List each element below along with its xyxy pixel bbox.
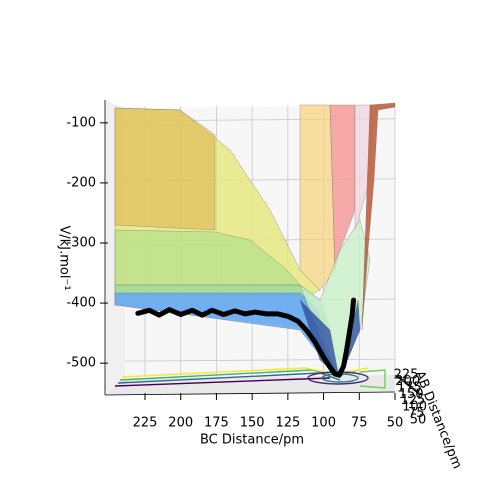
x-axis-line [104, 391, 396, 396]
y-tick [404, 382, 411, 386]
z-tick-label: -300 [66, 235, 96, 250]
x-tick-label: 225 [133, 416, 158, 431]
plot-area [135, 297, 357, 378]
y-tick-label: 150 [399, 387, 424, 402]
trajectory [135, 297, 357, 378]
y-tick-label: 100 [402, 400, 427, 415]
surface [114, 102, 396, 379]
x-tick-label: 150 [240, 416, 265, 431]
z-tick-label: -400 [66, 296, 96, 311]
y-tick-label: 50 [410, 413, 427, 428]
z-axis-label: V/kJ.mol⁻¹ [57, 225, 72, 290]
y-tick-label: 75 [408, 406, 425, 421]
contours [114, 367, 386, 389]
x-tick-label: 200 [168, 416, 193, 431]
y-tick [395, 375, 403, 379]
y-tick [412, 389, 420, 393]
x-tick-label: 75 [351, 416, 368, 431]
y-tick [407, 384, 414, 388]
z-tick-label: -500 [66, 356, 96, 371]
y-tick [410, 386, 417, 390]
y-tick-label: 125 [400, 393, 425, 408]
z-tick-label: -200 [66, 175, 96, 190]
x-tick-label: 50 [387, 416, 404, 431]
x-tick-label: 125 [275, 416, 300, 431]
x-tick-label: 100 [311, 416, 336, 431]
y-tick-label: 225 [394, 368, 419, 383]
y-tick [415, 391, 423, 395]
x-tick-label: 175 [204, 416, 229, 431]
z-tick-label: -100 [66, 115, 96, 130]
y-tick [401, 380, 408, 384]
y-tick [398, 377, 406, 381]
x-axis-label: BC Distance/pm [200, 433, 304, 448]
grid-line [124, 358, 396, 362]
y-tick-label: 175 [397, 380, 422, 395]
